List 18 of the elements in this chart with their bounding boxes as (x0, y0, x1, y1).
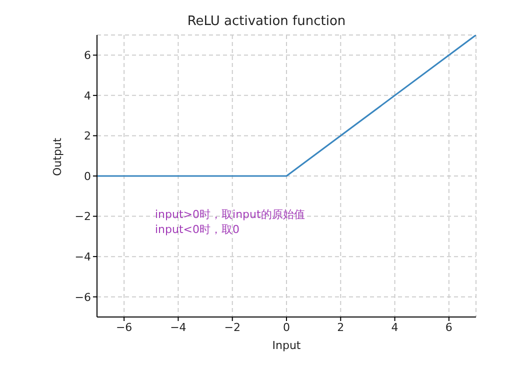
x-tick-label: −4 (170, 320, 186, 334)
x-tick-label: 6 (445, 320, 452, 334)
y-tick-label: 0 (84, 170, 91, 183)
x-axis-title: Input (272, 339, 302, 352)
y-tick-label: −6 (74, 290, 91, 304)
y-tick-label: −2 (74, 210, 91, 224)
annotation: input>0时，取input的原始值 input<0时，取0 (155, 207, 305, 237)
y-tick-label: 2 (84, 130, 91, 143)
y-tick-label: −4 (74, 250, 91, 264)
chart-title: ReLU activation function (186, 14, 347, 29)
x-tick-label: 4 (391, 320, 398, 334)
y-axis-title: Output (50, 137, 64, 176)
y-tick-label: 4 (84, 89, 91, 102)
y-tick-label: 6 (84, 49, 91, 62)
x-tick-label: 0 (283, 320, 290, 334)
x-tick-label: 2 (337, 320, 344, 334)
x-tick-label: −6 (116, 320, 132, 334)
x-tick-label: −2 (224, 320, 240, 334)
